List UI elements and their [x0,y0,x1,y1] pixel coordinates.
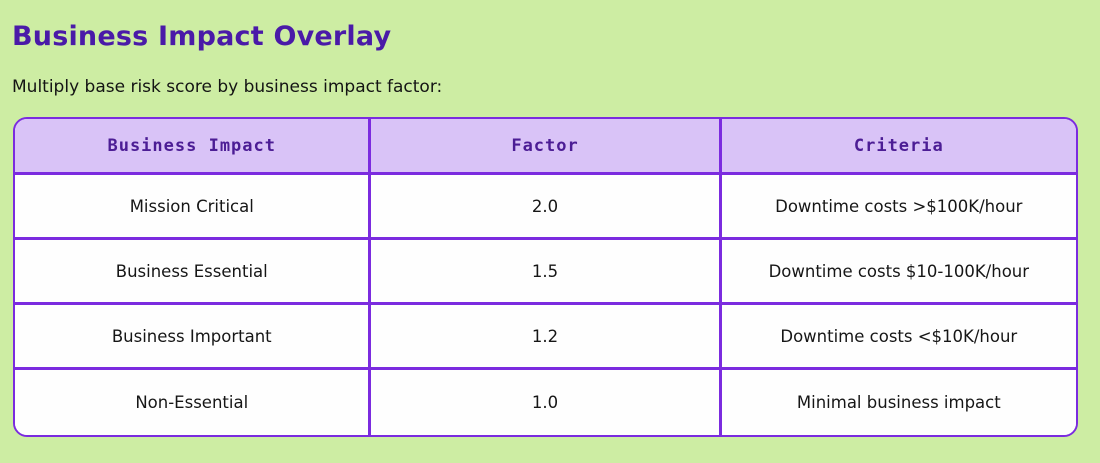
cell-impact: Business Important [15,305,372,371]
cell-criteria: Downtime costs >$100K/hour [721,175,1076,241]
cell-factor: 1.0 [371,370,722,436]
cell-impact: Business Essential [15,240,372,306]
impact-table: Business Impact Factor Criteria Mission … [15,119,1076,436]
cell-criteria: Minimal business impact [721,370,1076,436]
cell-impact: Non-Essential [15,370,372,436]
cell-factor: 1.2 [371,305,722,371]
business-impact-section: Business Impact Overlay Multiply base ri… [12,21,1078,438]
cell-criteria: Downtime costs <$10K/hour [721,305,1076,371]
impact-table-container: Business Impact Factor Criteria Mission … [13,117,1078,438]
table-header-row: Business Impact Factor Criteria [15,119,1076,176]
column-header-business-impact: Business Impact [15,119,372,176]
table-row: Non-Essential 1.0 Minimal business impac… [15,370,1076,436]
table-row: Business Important 1.2 Downtime costs <$… [15,305,1076,371]
column-header-criteria: Criteria [721,119,1076,176]
cell-factor: 2.0 [371,175,722,241]
table-row: Business Essential 1.5 Downtime costs $1… [15,240,1076,306]
cell-factor: 1.5 [371,240,722,306]
cell-criteria: Downtime costs $10-100K/hour [721,240,1076,306]
page-subtitle: Multiply base risk score by business imp… [12,77,443,98]
column-header-factor: Factor [371,119,722,176]
table-row: Mission Critical 2.0 Downtime costs >$10… [15,175,1076,241]
cell-impact: Mission Critical [15,175,372,241]
page-title: Business Impact Overlay [12,21,392,52]
